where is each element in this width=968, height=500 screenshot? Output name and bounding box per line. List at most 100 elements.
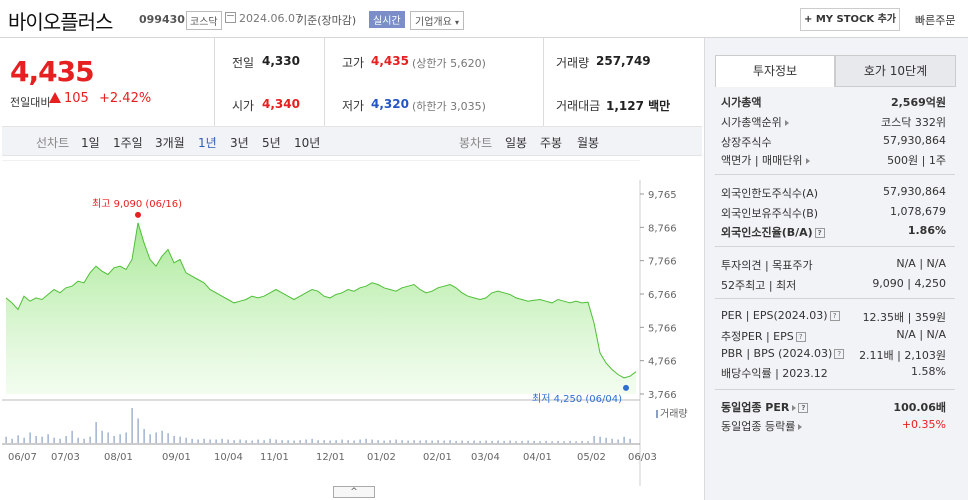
volume-bar (371, 439, 373, 443)
y-tick-label: 3,766 (648, 390, 677, 401)
lower-limit: (하한가 3,035) (412, 100, 486, 113)
tab-monthly[interactable]: 월봉 (577, 136, 600, 150)
volume-bar (245, 440, 247, 443)
divider (214, 38, 215, 126)
tab-investment-info[interactable]: 투자정보 (715, 55, 835, 87)
volume-bar (23, 437, 25, 443)
y-tick-label: 5,766 (648, 323, 677, 334)
tab-3m[interactable]: 3개월 (155, 136, 185, 150)
volume-bar (5, 436, 7, 443)
volume-bar (365, 438, 367, 443)
change-label: 전일대비 (10, 96, 51, 109)
tab-10y[interactable]: 10년 (294, 136, 321, 150)
volume-value: 257,749 (596, 54, 651, 68)
x-tick-label: 11/01 (260, 452, 289, 463)
upper-limit: (상한가 5,620) (412, 57, 486, 70)
volume-bar (485, 440, 487, 443)
volume-bar (455, 440, 457, 443)
investment-info-panel: 투자정보 호가 10단계 시가총액 2,569억원 시가총액순위 코스닥 332위 상장… (704, 38, 968, 500)
volume-bar (395, 439, 397, 443)
info-label-text: 액면가 | 매매단위 (721, 154, 803, 167)
volume-bar (233, 440, 235, 443)
volume-bar (467, 440, 469, 443)
volume-bar (623, 436, 625, 443)
chevron-right-icon[interactable] (805, 158, 810, 164)
help-icon[interactable]: ? (834, 349, 845, 359)
chart-expand-button[interactable]: ^ (333, 486, 375, 498)
help-icon[interactable]: ? (798, 403, 809, 413)
price-change-rate: +2.42% (99, 91, 152, 106)
chevron-right-icon[interactable] (792, 405, 797, 411)
info-row-label: 시가총액 (721, 94, 761, 110)
high-point-marker (135, 211, 141, 218)
volume-bar (95, 422, 97, 443)
stock-header: 바이오플러스 099430 코스닥 2024.06.07 기준(장마감) 실시간… (0, 0, 968, 38)
realtime-button[interactable]: 실시간 (369, 11, 405, 28)
low-point-marker (623, 384, 629, 391)
volume-bar (407, 440, 409, 443)
tab-order-book[interactable]: 호가 10단계 (835, 55, 956, 87)
info-label-text: PER | EPS(2024.03) (721, 309, 828, 322)
help-icon[interactable]: ? (814, 228, 825, 238)
company-overview-button[interactable]: 기업개요 ▾ (410, 11, 465, 30)
help-icon[interactable]: ? (829, 311, 840, 321)
x-tick-label: 07/03 (51, 452, 80, 463)
add-mystock-button[interactable]: + MY STOCK 추가 (800, 8, 900, 31)
volume-bar (65, 436, 67, 443)
line-chart-label[interactable]: 선차트 (36, 136, 70, 150)
volume-bar (281, 440, 283, 443)
volume-bar (353, 440, 355, 443)
x-tick-label: 05/02 (577, 452, 606, 463)
volume-bar (389, 440, 391, 443)
volume-legend-swatch (656, 410, 658, 418)
volume-bar (419, 440, 421, 443)
price-chart[interactable]: 9,765 8,766 7,766 6,766 5,766 4,766 3,766 06/0… (0, 160, 702, 486)
volume-bar (533, 440, 535, 443)
calendar-icon (225, 12, 236, 23)
quote-basis: 기준(장마감) (297, 14, 357, 27)
section-divider (715, 389, 955, 390)
divider (324, 38, 325, 126)
volume-bar (203, 438, 205, 443)
tab-daily[interactable]: 일봉 (505, 136, 528, 150)
tab-weekly[interactable]: 주봉 (540, 136, 563, 150)
candle-chart-label[interactable]: 봉차트 (459, 136, 493, 150)
volume-bar (143, 429, 145, 443)
period-tab-bar: 선차트 1일 1주일 3개월 1년 3년 5년 10년 봉차트 일봉 주봉 월봉 (2, 126, 702, 156)
volume-bar (263, 440, 265, 443)
tab-1w[interactable]: 1주일 (113, 136, 143, 150)
info-row-value: 57,930,864 (883, 185, 946, 198)
tab-5y[interactable]: 5년 (262, 136, 281, 150)
volume-bar (575, 441, 577, 443)
chevron-right-icon[interactable] (798, 424, 803, 430)
volume-bar (341, 439, 343, 443)
help-icon[interactable]: ? (795, 332, 806, 342)
y-tick-label: 9,765 (648, 190, 677, 201)
volume-bar (197, 439, 199, 443)
volume-bar (275, 439, 277, 443)
info-row-label: PBR | BPS (2024.03)? (721, 347, 845, 360)
volume-bar (149, 434, 151, 443)
price-line (5, 222, 637, 379)
chevron-right-icon[interactable] (784, 120, 789, 126)
quote-date: 2024.06.07 (239, 12, 302, 25)
high-annotation: 최고 9,090 (06/16) (92, 198, 182, 210)
info-row-value: 12.35배 | 359원 (862, 311, 946, 324)
volume-bar (29, 432, 31, 443)
tab-3y[interactable]: 3년 (230, 136, 249, 150)
tab-1y[interactable]: 1년 (198, 136, 217, 150)
stock-name: 바이오플러스 (8, 10, 113, 34)
quick-order-link[interactable]: 빠른주문 (915, 14, 956, 27)
low-annotation: 최저 4,250 (06/04) (532, 393, 622, 405)
volume-bar (293, 440, 295, 443)
volume-bar (179, 436, 181, 443)
prev-close-label: 전일 (232, 56, 255, 70)
volume-bar (11, 438, 13, 443)
volume-bar (521, 440, 523, 443)
tab-1d[interactable]: 1일 (81, 136, 100, 150)
volume-bar (173, 436, 175, 443)
volume-bar (251, 440, 253, 443)
volume-bar (491, 440, 493, 443)
info-label-text: 외국인보유주식수(B) (721, 207, 819, 220)
volume-bar (401, 440, 403, 443)
